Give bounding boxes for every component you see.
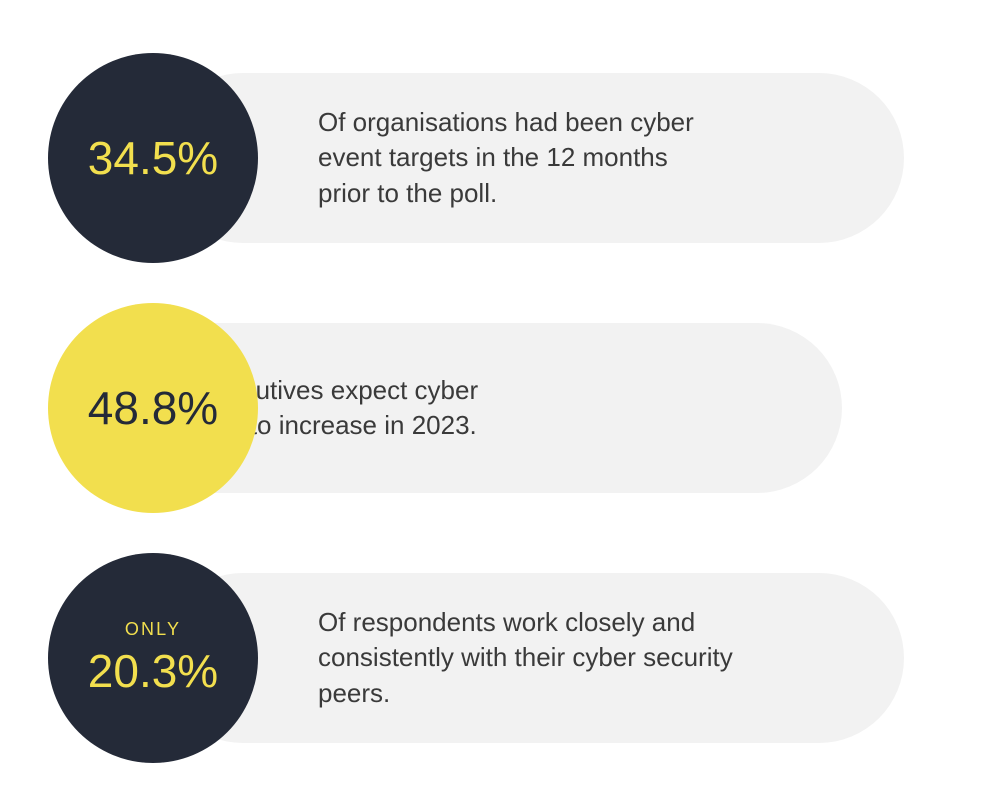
stat-pill-3: Of respondents work closely and consiste… (158, 573, 904, 743)
infographic-canvas: Of organisations had been cyber event ta… (0, 0, 1000, 800)
stat-value-2: 48.8% (88, 383, 218, 434)
stat-row-2: Of executives expect cyber events to inc… (48, 298, 952, 518)
stat-pill-1: Of organisations had been cyber event ta… (158, 73, 904, 243)
stat-prefix-3: ONLY (125, 620, 181, 640)
stat-value-3: 20.3% (88, 646, 218, 697)
stat-row-3: Of respondents work closely and consiste… (48, 548, 952, 768)
stat-circle-2: 48.8% (48, 303, 258, 513)
stat-row-1: Of organisations had been cyber event ta… (48, 48, 952, 268)
stat-circle-3: ONLY 20.3% (48, 553, 258, 763)
stat-circle-1: 34.5% (48, 53, 258, 263)
stat-value-1: 34.5% (88, 133, 218, 184)
